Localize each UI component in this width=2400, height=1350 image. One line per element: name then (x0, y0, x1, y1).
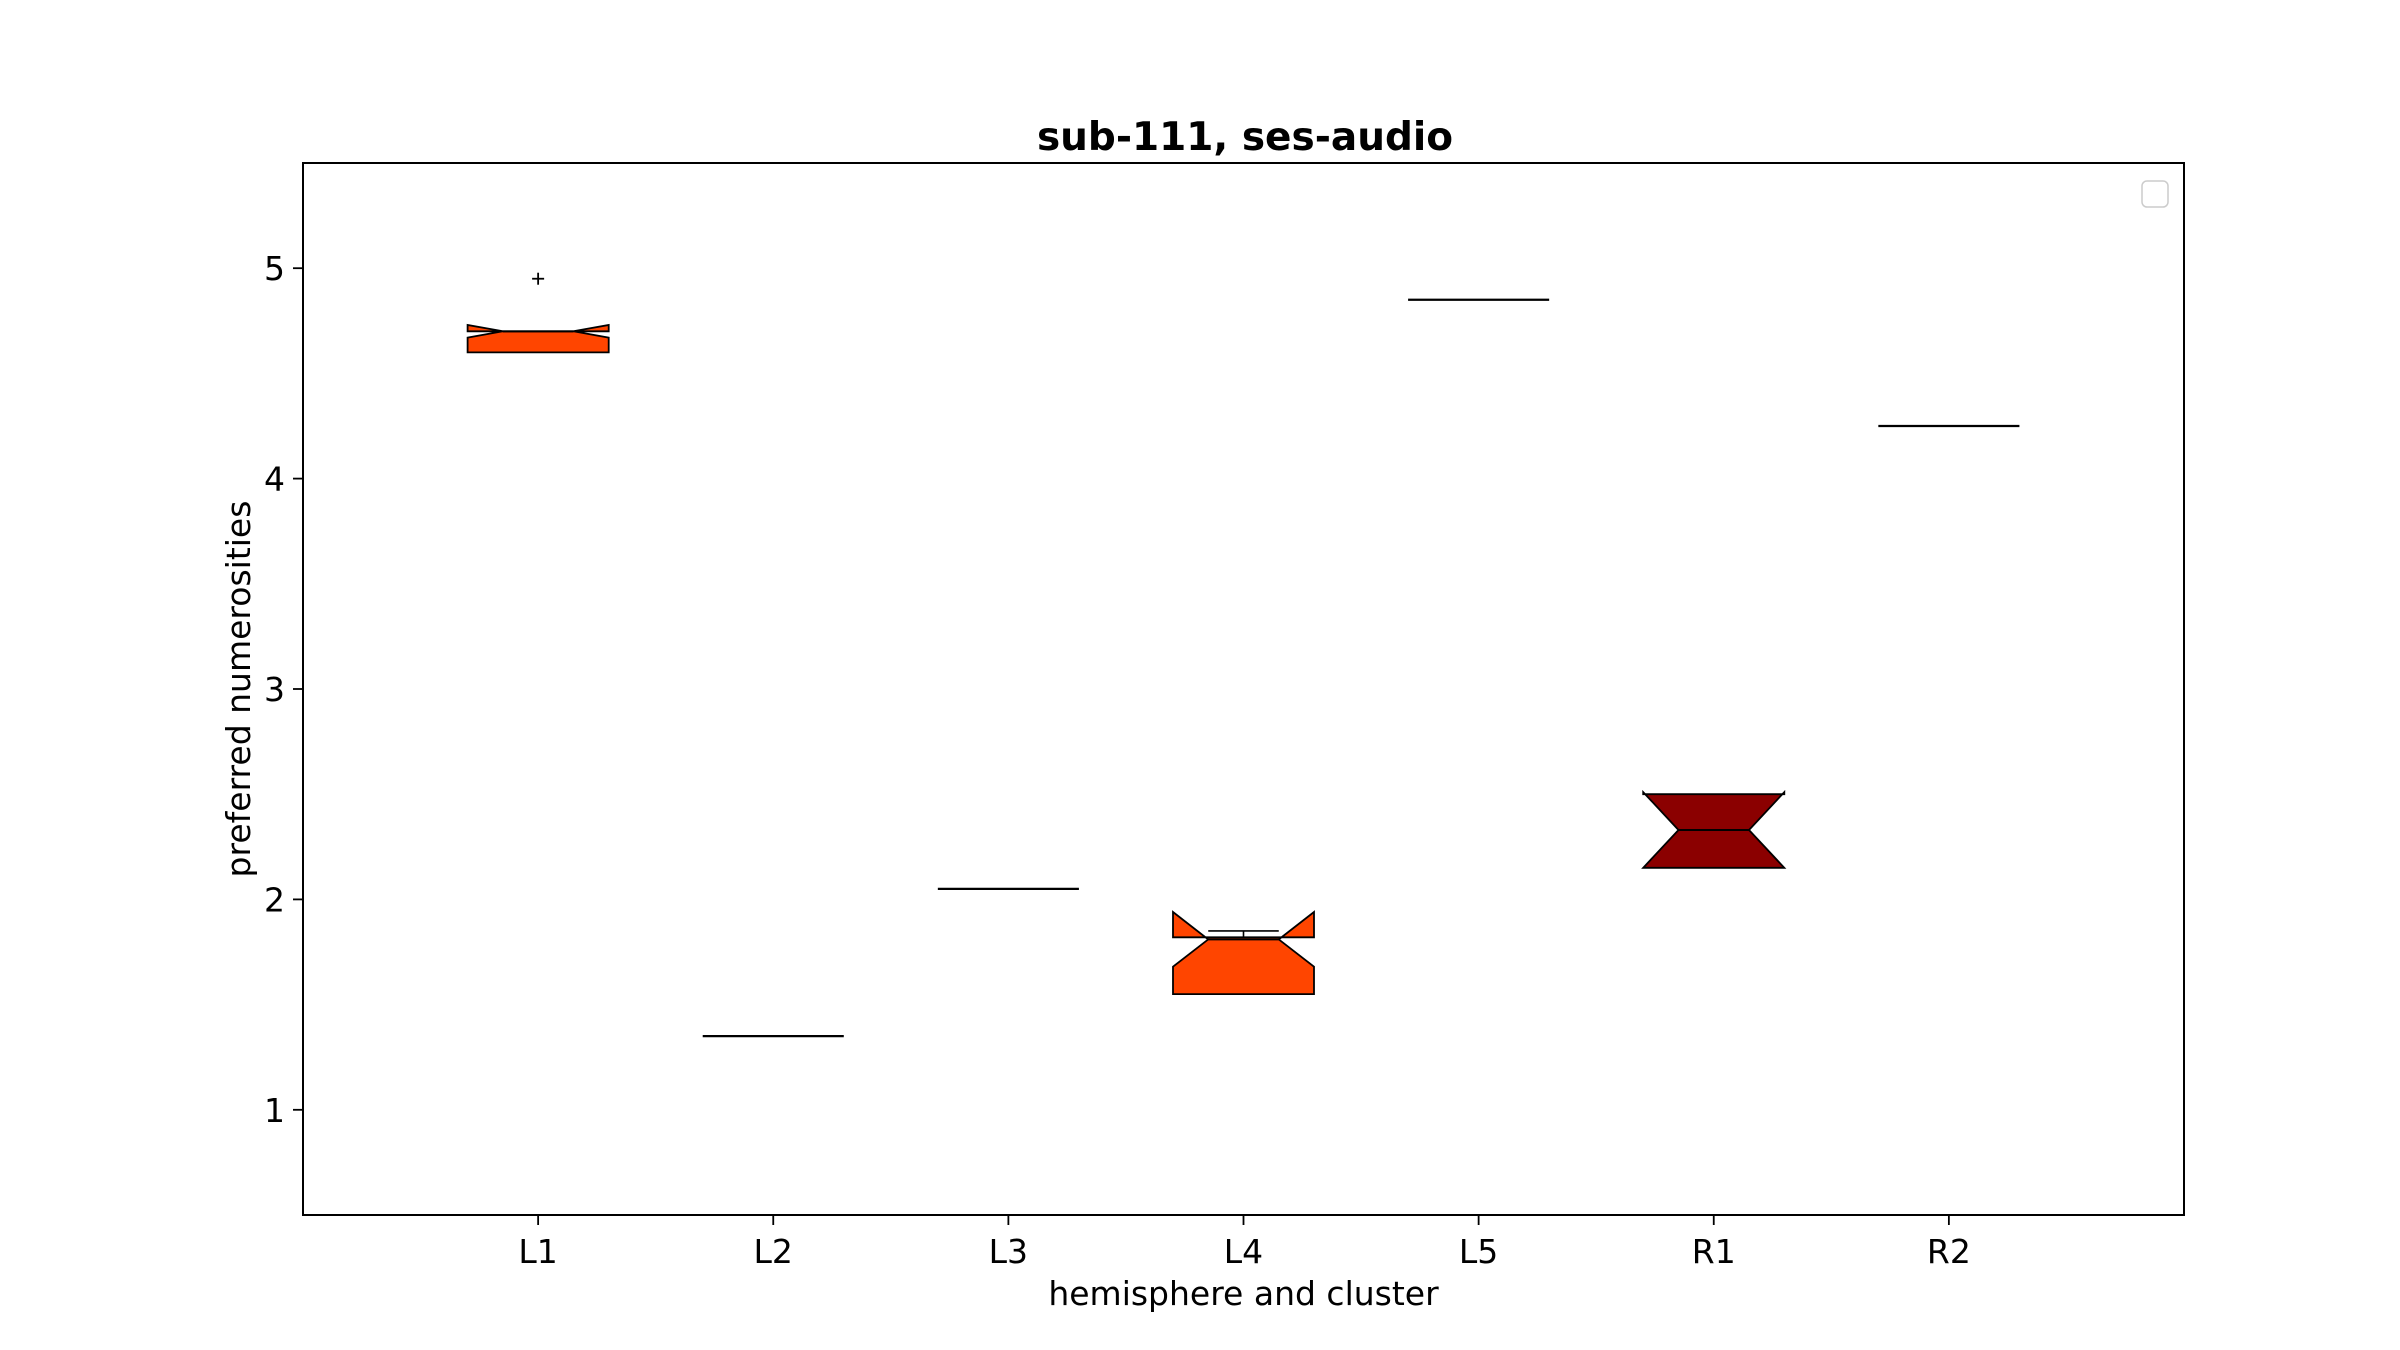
box-R1 (1641, 789, 1787, 869)
x-axis-label: hemisphere and cluster (1048, 1274, 1439, 1313)
y-tick-label-4: 4 (264, 460, 285, 499)
outlier-L1-0 (532, 272, 545, 285)
legend-box (2141, 180, 2169, 208)
box-body-L4 (1172, 910, 1315, 995)
x-tick-label-R2: R2 (1927, 1232, 1971, 1271)
x-tick-label-L2: L2 (754, 1232, 793, 1271)
axes: L1 L2 L3 L4 L5 R1 R2 1 2 3 4 5 (264, 249, 1971, 1271)
x-tick-label-L5: L5 (1459, 1232, 1498, 1271)
x-tick-label-L3: L3 (989, 1232, 1028, 1271)
x-tick-label-R1: R1 (1692, 1232, 1736, 1271)
box-L4 (1172, 910, 1315, 995)
y-tick-label-1: 1 (264, 1091, 285, 1130)
x-tick-label-L4: L4 (1224, 1232, 1263, 1271)
plot-frame (302, 162, 2185, 1216)
y-tick-label-3: 3 (264, 670, 285, 709)
x-tick-label-L1: L1 (518, 1232, 557, 1271)
plot-area (466, 272, 2020, 1038)
y-axis-label: preferred numerosities (219, 501, 258, 878)
y-tick-label-2: 2 (264, 880, 285, 919)
box-body-L1 (466, 323, 610, 354)
chart-title: sub-111, ses-audio (1037, 115, 1453, 160)
box-L1 (466, 272, 610, 354)
y-tick-label-5: 5 (264, 249, 285, 288)
